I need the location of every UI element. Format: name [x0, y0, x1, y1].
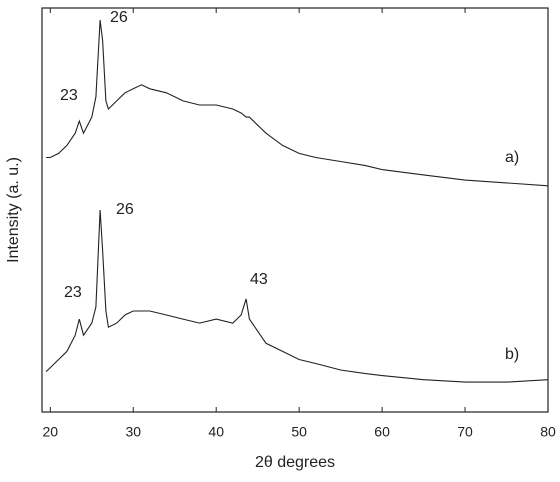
data-line: [46, 20, 549, 187]
series-label: a): [505, 149, 519, 166]
x-axis-label: 2θ degrees: [255, 454, 335, 471]
peak-label: 23: [64, 284, 82, 301]
x-tick-label: 20: [43, 424, 59, 440]
x-tick-label: 50: [291, 424, 307, 440]
data-line: [45, 209, 549, 383]
plot-frame: [41, 7, 549, 413]
series-label: b): [505, 346, 519, 363]
peak-label: 23: [60, 87, 78, 104]
x-tick-label: 60: [374, 424, 390, 440]
x-tick-label: 70: [457, 424, 473, 440]
x-tick-label: 40: [208, 424, 224, 440]
x-tick-label: 30: [125, 424, 141, 440]
x-tick-label: 80: [540, 424, 556, 440]
peak-label: 26: [116, 201, 134, 218]
peak-label: 43: [250, 271, 268, 288]
y-axis-label: Intensity (a. u.): [5, 157, 22, 263]
peak-label: 26: [110, 9, 128, 26]
